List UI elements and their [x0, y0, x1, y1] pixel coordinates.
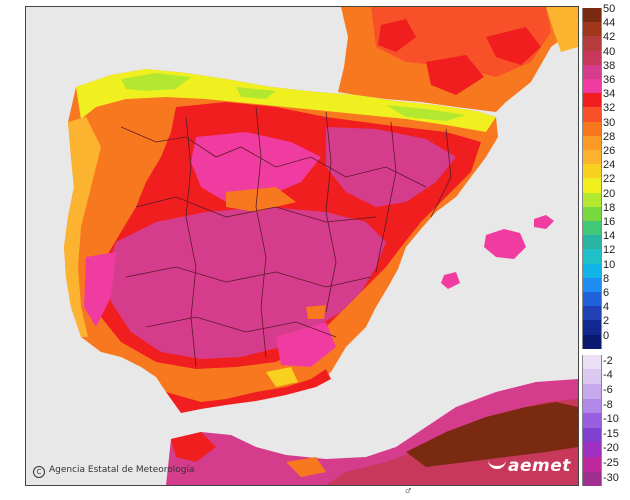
- legend-swatch: [582, 79, 602, 94]
- legend-label: 36: [603, 74, 616, 86]
- legend-swatch: [582, 369, 602, 384]
- logo-swirl-icon: [488, 454, 506, 469]
- balearic-islands: [441, 215, 554, 289]
- copyright-icon: C: [33, 466, 45, 478]
- legend-label: -20: [603, 442, 619, 455]
- legend-label: 22: [603, 173, 616, 186]
- legend-swatch: [582, 221, 602, 236]
- legend-swatch: [582, 413, 602, 428]
- legend-label: 8: [603, 272, 610, 285]
- legend-swatch: [582, 235, 602, 250]
- legend-swatch: [582, 306, 602, 321]
- legend-label: 4: [603, 301, 610, 314]
- legend-label: 40: [603, 45, 616, 58]
- legend-label: -10: [603, 413, 619, 426]
- legend-swatch: [582, 192, 602, 207]
- legend-swatch: [582, 135, 602, 150]
- legend-label: -6: [603, 384, 613, 396]
- legend-label: 10: [603, 258, 616, 271]
- legend-label: -25: [603, 457, 619, 469]
- legend-swatch: [582, 471, 602, 487]
- region-borders: [120, 106, 452, 368]
- legend-label: -15: [603, 427, 619, 440]
- legend-label: 6: [603, 287, 610, 299]
- legend-swatch: [582, 277, 602, 292]
- legend-label: 28: [603, 130, 616, 143]
- legend-swatch: [582, 121, 602, 136]
- map-canvas: [26, 7, 578, 485]
- legend-swatch: [582, 249, 602, 264]
- legend-swatch: [582, 384, 602, 399]
- legend-label: 50: [603, 3, 616, 15]
- legend-swatch: [582, 107, 602, 122]
- legend-swatch: [582, 8, 602, 23]
- legend-label: 38: [603, 59, 616, 72]
- legend-swatch: [582, 334, 602, 349]
- legend-swatch: [582, 292, 602, 307]
- legend-swatch: [582, 427, 602, 443]
- legend-swatch: [582, 263, 602, 278]
- logo-text: aemet: [508, 456, 571, 476]
- legend-label: 26: [603, 145, 616, 157]
- legend-swatch: [582, 22, 602, 37]
- legend-label: -4: [603, 369, 613, 382]
- legend-label: 32: [603, 102, 616, 115]
- north-africa: [166, 379, 578, 485]
- legend-label: 0: [603, 329, 610, 342]
- legend-swatch: [582, 50, 602, 65]
- bottom-mark: ♂: [405, 487, 412, 495]
- legend-swatch: [582, 457, 602, 472]
- legend-label: 2: [603, 315, 610, 328]
- temperature-map: [25, 6, 579, 486]
- legend-label: 30: [603, 116, 616, 129]
- aemet-logo: aemet: [488, 454, 574, 476]
- legend-label: 14: [603, 230, 616, 243]
- france-region: [338, 7, 578, 112]
- credit-line: C Agencia Estatal de Meteorología: [33, 465, 195, 478]
- legend-label: 12: [603, 244, 616, 257]
- legend-label: 44: [603, 17, 616, 30]
- legend-swatch: [582, 36, 602, 51]
- legend-label: -2: [603, 354, 613, 367]
- legend-swatch: [582, 354, 602, 370]
- legend-label: 16: [603, 216, 616, 228]
- legend-label: 34: [603, 88, 616, 101]
- legend-swatch: [582, 164, 602, 179]
- legend-swatch: [582, 442, 602, 457]
- legend-label: 24: [603, 159, 616, 172]
- legend-swatch: [582, 206, 602, 221]
- legend-label: -30: [603, 471, 619, 484]
- legend-label: 42: [603, 31, 616, 44]
- legend-swatch: [582, 320, 602, 335]
- legend-label: 20: [603, 187, 616, 200]
- credit-text: Agencia Estatal de Meteorología: [49, 465, 195, 475]
- legend-label: -8: [603, 398, 613, 411]
- legend-swatch: [582, 150, 602, 165]
- legend-swatch: [582, 64, 602, 79]
- legend-swatch: [582, 178, 602, 193]
- legend-swatch: [582, 93, 602, 108]
- legend-swatch: [582, 398, 602, 414]
- temperature-legend: 50 44 42 40 38 36 34 32 30 28 26 24 22 20 18 16 14 12 10 8 6…: [582, 4, 628, 487]
- legend-label: 18: [603, 201, 616, 214]
